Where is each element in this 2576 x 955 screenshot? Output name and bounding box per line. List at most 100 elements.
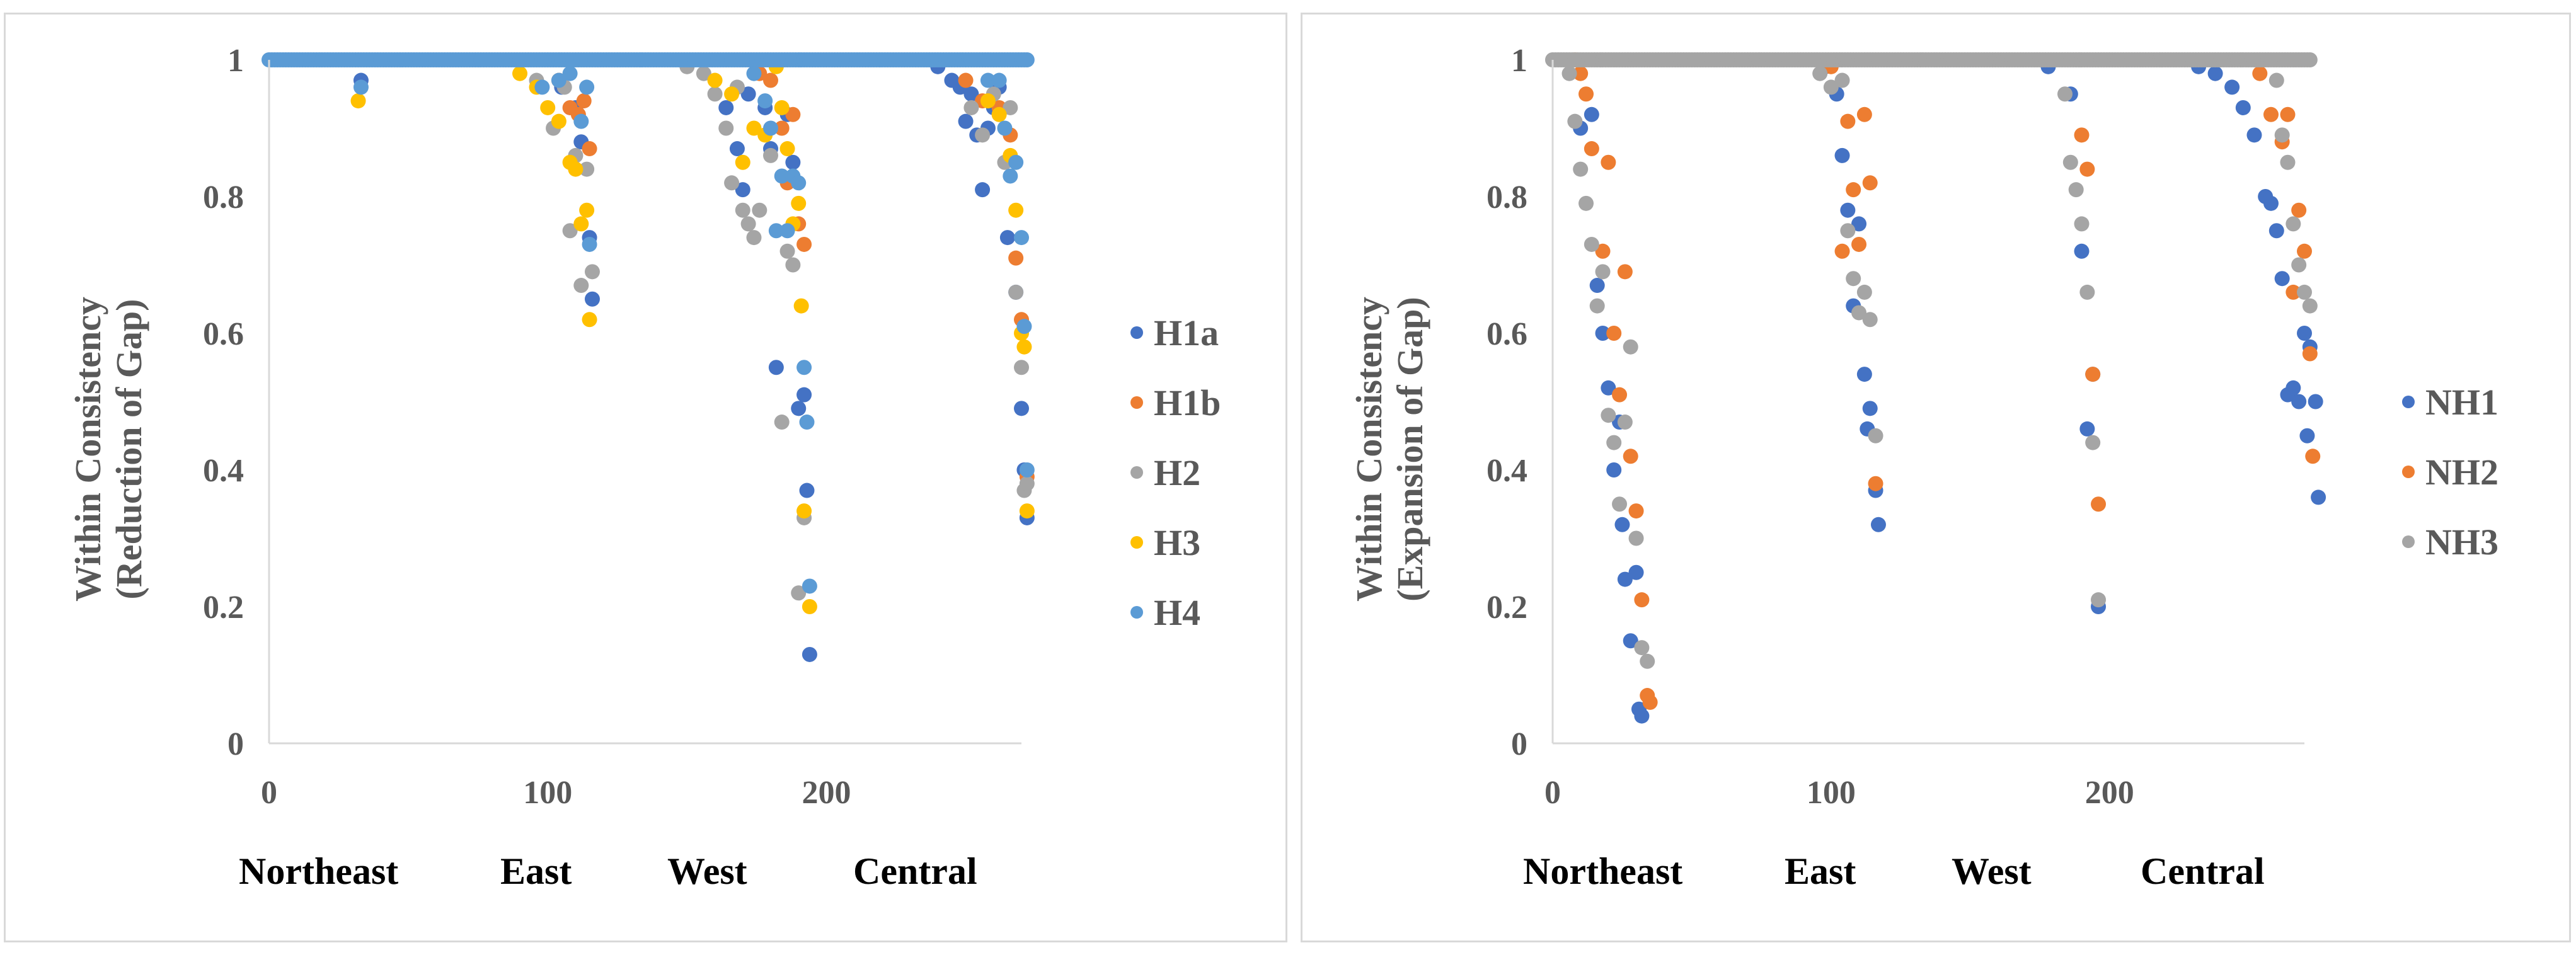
data-point xyxy=(1628,530,1644,546)
legend: NH1 NH2 NH3 xyxy=(2402,382,2498,563)
data-point xyxy=(740,216,756,232)
data-point xyxy=(774,100,790,115)
data-point xyxy=(584,291,600,307)
data-point xyxy=(763,147,778,163)
data-point xyxy=(2079,284,2095,300)
region-label-central: Central xyxy=(853,850,977,892)
y-axis-label-line1: Within Consistency xyxy=(1348,297,1389,602)
data-point xyxy=(350,93,366,109)
data-point xyxy=(1606,326,1622,341)
data-point xyxy=(796,387,812,403)
data-point xyxy=(2062,154,2078,170)
region-label-northeast: Northeast xyxy=(239,850,398,892)
data-point xyxy=(2286,284,2301,300)
y-tick-label: 0.6 xyxy=(203,316,244,352)
data-point xyxy=(1617,571,1633,587)
data-point xyxy=(1601,154,1616,170)
legend: H1a H1b H2 H3 H4 xyxy=(1130,312,1221,633)
data-point xyxy=(1617,264,1633,280)
data-point xyxy=(980,72,996,88)
data-point xyxy=(1601,408,1616,423)
data-point xyxy=(718,100,734,115)
x-tick-label: 100 xyxy=(523,775,572,811)
data-point xyxy=(1008,250,1024,266)
data-points xyxy=(1545,52,2326,724)
data-point xyxy=(2224,79,2240,95)
data-point xyxy=(1019,462,1035,478)
data-point xyxy=(2068,182,2084,198)
series-nh3 xyxy=(1561,66,2318,669)
data-point xyxy=(768,223,784,239)
series-top-band xyxy=(262,52,1035,67)
y-tick-label: 0.2 xyxy=(203,590,244,626)
data-point xyxy=(2305,449,2321,464)
data-point xyxy=(802,599,817,614)
data-point xyxy=(2291,257,2307,273)
legend-marker-h3 xyxy=(1130,536,1143,549)
data-point xyxy=(1573,66,1589,81)
y-tick-label: 0 xyxy=(1511,726,1527,762)
data-point xyxy=(2302,298,2318,314)
data-point xyxy=(2308,394,2323,409)
data-point xyxy=(2074,243,2090,259)
data-point xyxy=(791,195,807,211)
data-point xyxy=(1019,52,1035,67)
series-h2 xyxy=(529,59,1035,601)
data-point xyxy=(2263,195,2279,211)
data-point xyxy=(991,72,1007,88)
data-point xyxy=(2091,496,2107,512)
data-point xyxy=(579,161,595,177)
data-point xyxy=(1823,79,1839,95)
data-point xyxy=(1008,154,1024,170)
data-point xyxy=(2297,326,2312,341)
data-point xyxy=(2302,52,2318,67)
data-point xyxy=(1595,326,1611,341)
legend-marker-nh3 xyxy=(2402,535,2415,548)
data-point xyxy=(779,223,795,239)
data-point xyxy=(1634,640,1650,656)
data-point xyxy=(735,154,750,170)
data-point xyxy=(2280,106,2296,122)
data-point xyxy=(2252,66,2268,81)
data-point xyxy=(729,141,745,157)
data-point xyxy=(540,100,556,115)
data-point xyxy=(353,79,369,95)
legend-label-h1b: H1b xyxy=(1154,382,1221,423)
y-tick-label: 0.8 xyxy=(1486,180,1527,215)
data-point xyxy=(1589,278,1605,294)
data-point xyxy=(1567,113,1583,129)
data-point xyxy=(551,113,566,129)
data-point xyxy=(582,312,597,328)
data-point xyxy=(1628,503,1644,519)
x-tick-label: 100 xyxy=(1807,775,1856,811)
data-point xyxy=(1584,141,1599,157)
data-point xyxy=(779,141,795,157)
legend-label-h2: H2 xyxy=(1154,452,1200,493)
data-point xyxy=(512,66,527,81)
data-point xyxy=(746,120,762,136)
y-tick-label: 0 xyxy=(227,726,244,762)
data-point xyxy=(796,503,812,519)
data-point xyxy=(1019,503,1035,519)
data-point xyxy=(768,360,784,375)
data-point xyxy=(763,120,778,136)
legend-label-h1a: H1a xyxy=(1154,312,1219,353)
data-point xyxy=(2085,435,2101,450)
data-point xyxy=(740,86,756,102)
data-point xyxy=(2074,216,2090,232)
data-point xyxy=(746,66,762,81)
data-point xyxy=(1612,496,1628,512)
region-label-west: West xyxy=(1952,850,2032,892)
data-point xyxy=(1628,564,1644,580)
data-point xyxy=(2299,428,2315,443)
data-point xyxy=(707,86,723,102)
data-point xyxy=(1812,66,1828,81)
legend-marker-h4 xyxy=(1130,606,1143,619)
data-point xyxy=(752,202,768,218)
data-point xyxy=(724,86,740,102)
data-point xyxy=(576,93,592,109)
data-point xyxy=(791,175,807,191)
legend-label-h4: H4 xyxy=(1154,592,1200,633)
legend-label-nh1: NH1 xyxy=(2425,382,2498,423)
legend-marker-h1a xyxy=(1130,326,1143,339)
